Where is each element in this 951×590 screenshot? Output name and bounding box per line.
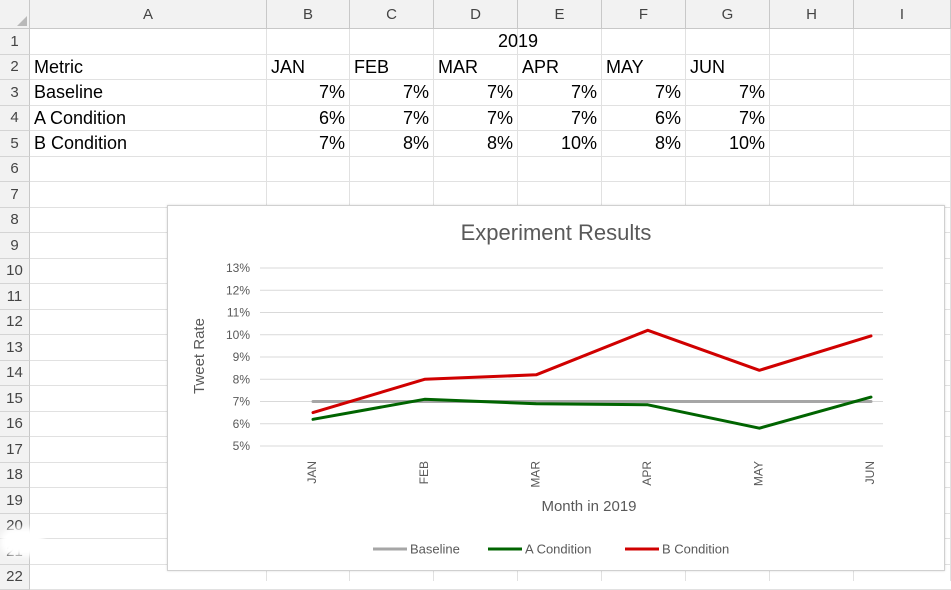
column-header-i[interactable]: I [854,0,951,29]
row-header-22[interactable]: 22 [0,565,30,590]
line-chart: Experiment Results 5% 6% 7% 8% 9% 10% 11% 12% 13… [168,206,946,572]
chart-legend: Baseline A Condition B Condition [373,542,729,557]
y-tick-label: 7% [233,395,251,409]
cell-value[interactable]: 7% [350,106,434,132]
cell-metric-header[interactable]: Metric [30,55,266,81]
cell-month-header[interactable]: JAN [267,55,350,81]
row-header-8[interactable]: 8 [0,208,30,234]
cell-value[interactable]: 7% [434,80,518,106]
cell-value[interactable]: 7% [686,106,770,132]
cell-month-header[interactable]: MAY [602,55,686,81]
x-tick-labels: JAN FEB MAR APR MAY JUN [305,461,877,488]
y-tick-label: 9% [233,350,251,364]
legend-label: A Condition [525,542,592,557]
cell-value[interactable]: 7% [518,106,602,132]
cell-value[interactable]: 7% [267,131,350,157]
cell-month-header[interactable]: JUN [686,55,770,81]
column-header-c[interactable]: C [350,0,434,29]
cell-month-header[interactable]: FEB [350,55,434,81]
blur-artifact [0,528,44,556]
cell-value[interactable]: 10% [518,131,602,157]
cell-value[interactable]: 8% [434,131,518,157]
x-tick-label: MAR [528,461,542,488]
row-header-13[interactable]: 13 [0,335,30,361]
cell-value[interactable]: 7% [267,80,350,106]
chart-object[interactable]: Experiment Results 5% 6% 7% 8% 9% 10% 11% 12% 13… [167,205,945,571]
cell-row-label[interactable]: B Condition [30,131,266,157]
row-header-2[interactable]: 2 [0,55,30,81]
x-tick-label: JUN [863,461,877,484]
row-header-19[interactable]: 19 [0,488,30,514]
cell-value[interactable]: 7% [434,106,518,132]
y-tick-label: 10% [226,328,250,342]
cell-value[interactable]: 8% [602,131,686,157]
row-header-15[interactable]: 15 [0,386,30,412]
y-tick-label: 13% [226,261,250,275]
legend-label: B Condition [662,542,729,557]
cell-row-label[interactable]: Baseline [30,80,266,106]
cell-value[interactable]: 7% [350,80,434,106]
column-header-b[interactable]: B [267,0,350,29]
y-tick-label: 5% [233,439,251,453]
column-header-g[interactable]: G [686,0,770,29]
cell-value[interactable]: 6% [602,106,686,132]
cell-value[interactable]: 10% [686,131,770,157]
x-tick-label: APR [640,461,654,486]
row-header-7[interactable]: 7 [0,182,30,208]
cell-month-header[interactable]: APR [518,55,602,81]
x-axis-label: Month in 2019 [541,498,636,515]
y-tick-label: 8% [233,372,251,386]
row-header-10[interactable]: 10 [0,259,30,285]
row-gridline [30,181,951,182]
column-header-a[interactable]: A [30,0,267,29]
row-header-4[interactable]: 4 [0,106,30,132]
cell-year-title[interactable]: 2019 [267,29,769,55]
cell-value[interactable]: 7% [518,80,602,106]
row-header-6[interactable]: 6 [0,157,30,183]
row-header-17[interactable]: 17 [0,437,30,463]
row-header-1[interactable]: 1 [0,29,30,55]
column-header-e[interactable]: E [518,0,602,29]
cell-value[interactable]: 6% [267,106,350,132]
select-all-corner[interactable] [0,0,30,29]
cell-value[interactable]: 8% [350,131,434,157]
row-header-9[interactable]: 9 [0,233,30,259]
chart-title: Experiment Results [461,220,652,245]
column-header-f[interactable]: F [602,0,686,29]
row-header-16[interactable]: 16 [0,412,30,438]
y-tick-labels: 5% 6% 7% 8% 9% 10% 11% 12% 13% [226,261,250,453]
y-tick-label: 11% [227,306,250,320]
y-axis-label: Tweet Rate [191,318,208,394]
row-header-11[interactable]: 11 [0,284,30,310]
column-header-h[interactable]: H [770,0,854,29]
row-header-3[interactable]: 3 [0,80,30,106]
row-header-5[interactable]: 5 [0,131,30,157]
cell-value[interactable]: 7% [686,80,770,106]
cell-row-label[interactable]: A Condition [30,106,266,132]
y-tick-label: 12% [226,283,250,297]
row-header-18[interactable]: 18 [0,463,30,489]
cell-value[interactable]: 7% [602,80,686,106]
legend-label: Baseline [410,542,460,557]
row-header-12[interactable]: 12 [0,310,30,336]
x-tick-label: FEB [417,461,431,484]
y-tick-label: 6% [233,417,251,431]
cell-month-header[interactable]: MAR [434,55,518,81]
row-header-14[interactable]: 14 [0,361,30,387]
x-tick-label: MAY [752,461,766,486]
column-header-d[interactable]: D [434,0,518,29]
x-tick-label: JAN [305,461,319,484]
